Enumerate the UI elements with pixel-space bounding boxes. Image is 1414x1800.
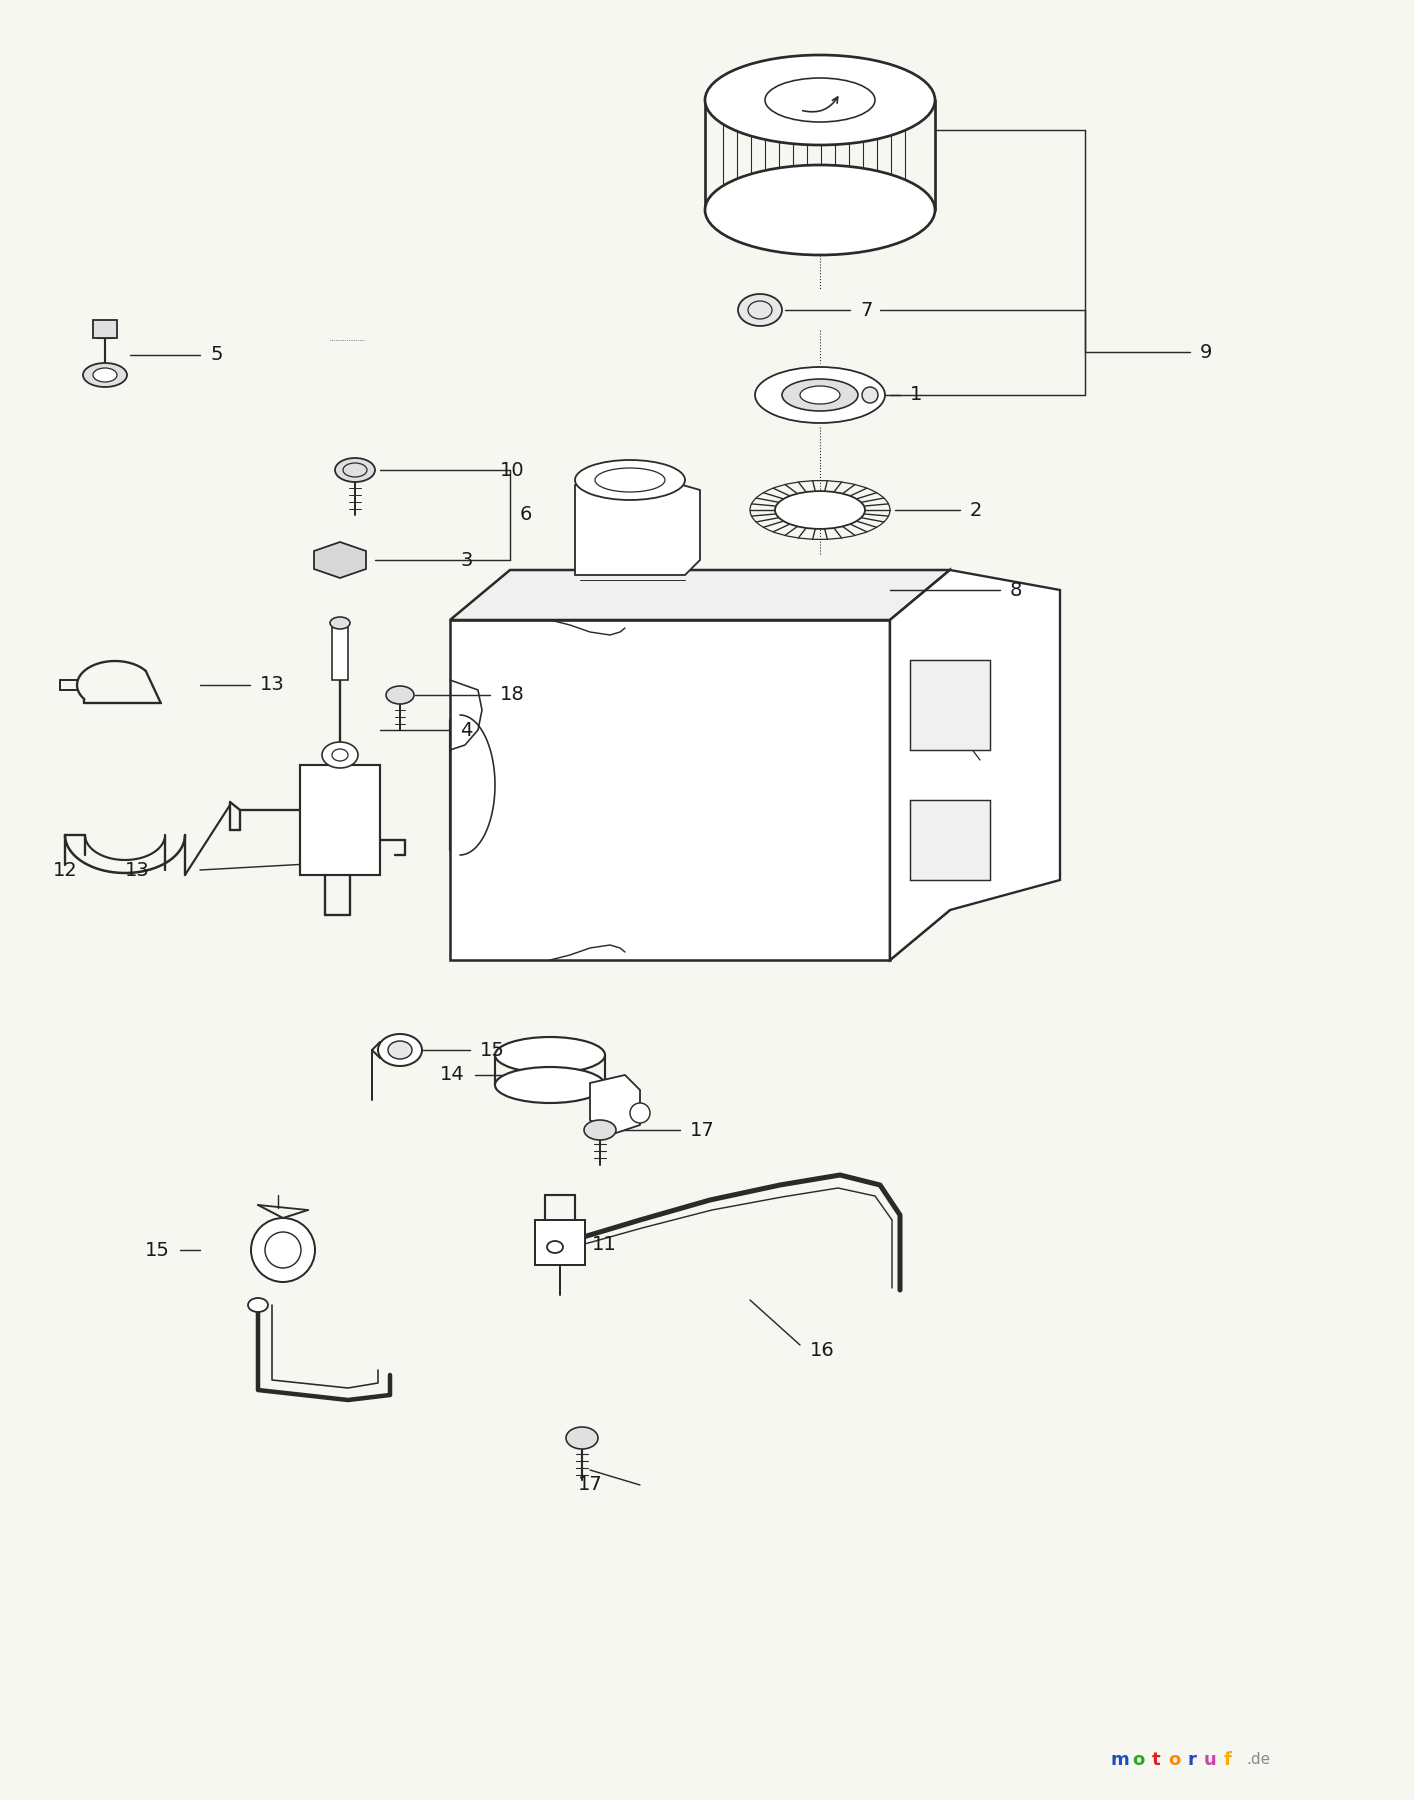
Ellipse shape <box>93 367 117 382</box>
Ellipse shape <box>755 367 885 423</box>
Text: 12: 12 <box>52 860 78 880</box>
Text: 16: 16 <box>810 1341 834 1359</box>
Text: 2: 2 <box>970 500 983 520</box>
Ellipse shape <box>706 166 935 256</box>
Circle shape <box>863 387 878 403</box>
Ellipse shape <box>547 1240 563 1253</box>
Text: .de: .de <box>1246 1753 1270 1768</box>
Text: 18: 18 <box>501 686 525 704</box>
Bar <box>93 320 117 338</box>
Ellipse shape <box>386 686 414 704</box>
Text: 9: 9 <box>1200 342 1212 362</box>
Ellipse shape <box>322 742 358 769</box>
Text: o: o <box>1131 1751 1144 1769</box>
Ellipse shape <box>575 461 684 500</box>
Ellipse shape <box>387 1040 411 1058</box>
Text: 5: 5 <box>211 346 222 364</box>
Polygon shape <box>575 470 700 574</box>
Ellipse shape <box>775 491 865 529</box>
Bar <box>911 799 990 880</box>
Text: 14: 14 <box>440 1066 465 1084</box>
Ellipse shape <box>566 1427 598 1449</box>
Ellipse shape <box>765 77 875 122</box>
Polygon shape <box>590 1075 641 1136</box>
Ellipse shape <box>332 749 348 761</box>
Ellipse shape <box>748 301 772 319</box>
Text: 17: 17 <box>578 1476 602 1494</box>
Ellipse shape <box>335 457 375 482</box>
Circle shape <box>631 1103 650 1123</box>
Text: 8: 8 <box>1010 580 1022 599</box>
Text: 15: 15 <box>146 1240 170 1260</box>
Text: 10: 10 <box>501 461 525 479</box>
Ellipse shape <box>595 468 665 491</box>
Ellipse shape <box>495 1037 605 1073</box>
Ellipse shape <box>378 1033 421 1066</box>
Text: 7: 7 <box>860 301 872 320</box>
Bar <box>332 625 348 680</box>
Text: 17: 17 <box>690 1120 714 1139</box>
Polygon shape <box>889 571 1060 959</box>
Bar <box>534 1220 585 1265</box>
Ellipse shape <box>247 1298 269 1312</box>
Polygon shape <box>889 571 950 959</box>
Ellipse shape <box>706 56 935 146</box>
Text: 11: 11 <box>592 1235 617 1255</box>
Text: 13: 13 <box>260 675 284 695</box>
Circle shape <box>252 1219 315 1282</box>
Ellipse shape <box>344 463 368 477</box>
Text: m: m <box>1110 1751 1130 1769</box>
Ellipse shape <box>800 385 840 403</box>
Ellipse shape <box>738 293 782 326</box>
Ellipse shape <box>584 1120 617 1139</box>
Text: 4: 4 <box>460 720 472 740</box>
Bar <box>911 661 990 751</box>
Text: 1: 1 <box>911 385 922 405</box>
Text: r: r <box>1188 1751 1196 1769</box>
Ellipse shape <box>83 364 127 387</box>
Text: 3: 3 <box>460 551 472 569</box>
Text: f: f <box>1225 1751 1232 1769</box>
Polygon shape <box>450 619 889 959</box>
Text: 6: 6 <box>520 506 533 524</box>
Text: t: t <box>1151 1751 1161 1769</box>
Circle shape <box>264 1231 301 1267</box>
Ellipse shape <box>329 617 351 628</box>
Polygon shape <box>450 571 950 619</box>
Ellipse shape <box>495 1067 605 1103</box>
Text: 13: 13 <box>126 860 150 880</box>
Ellipse shape <box>782 380 858 410</box>
Text: 15: 15 <box>479 1040 505 1060</box>
Ellipse shape <box>325 551 355 571</box>
Polygon shape <box>314 542 366 578</box>
Text: u: u <box>1203 1751 1216 1769</box>
Text: o: o <box>1168 1751 1181 1769</box>
Bar <box>300 765 380 875</box>
